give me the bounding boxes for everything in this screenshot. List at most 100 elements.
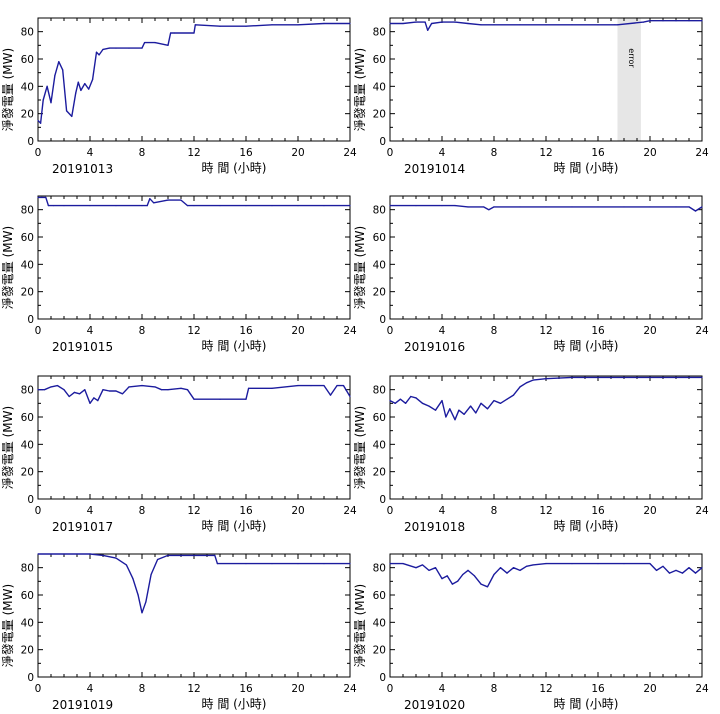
plot-frame xyxy=(389,553,703,678)
x-axis-title: 時 間 (小時) xyxy=(554,161,619,175)
y-tick-label: 80 xyxy=(373,563,386,575)
chart-panel-20191014: error 0 4 8 12 16 20 24 0 20 40 60 80 20191014 時 間 (小時… xyxy=(352,17,709,176)
series-line xyxy=(38,553,350,614)
y-tick-label: 80 xyxy=(21,385,34,397)
data-point xyxy=(141,47,143,49)
data-point xyxy=(92,78,94,81)
chart-panel-20191015: 0 4 8 12 16 20 24 0 20 40 60 80 20191015 時 間 (小時) 淨發電量… xyxy=(0,195,357,354)
y-tick-label: 0 xyxy=(27,314,34,326)
x-tick-label: 24 xyxy=(343,147,357,159)
plot-frame xyxy=(37,195,351,320)
data-point xyxy=(37,389,39,391)
x-tick-label: 12 xyxy=(539,147,552,159)
y-tick-label: 20 xyxy=(373,109,386,121)
data-point xyxy=(167,199,169,201)
data-point xyxy=(532,564,534,566)
data-point xyxy=(154,386,156,388)
data-point xyxy=(499,567,502,569)
data-point xyxy=(642,21,645,23)
x-tick-label: 12 xyxy=(187,505,200,517)
x-tick-label: 4 xyxy=(87,683,94,695)
data-point xyxy=(441,204,443,207)
data-point xyxy=(694,572,697,574)
data-point xyxy=(616,24,619,26)
y-tick-label: 60 xyxy=(21,232,34,244)
data-point xyxy=(37,553,39,555)
x-tick-label: 8 xyxy=(139,505,146,517)
data-point xyxy=(146,204,148,207)
data-point xyxy=(694,210,697,212)
data-point xyxy=(614,24,616,26)
data-point xyxy=(75,92,77,94)
date-label: 20191013 xyxy=(52,162,113,176)
data-point xyxy=(428,569,430,572)
data-point xyxy=(475,412,477,414)
series-line xyxy=(390,562,703,588)
data-point xyxy=(463,413,465,415)
y-tick-label: 40 xyxy=(21,259,34,271)
y-tick-label: 0 xyxy=(27,136,34,148)
data-point xyxy=(194,24,196,26)
x-tick-label: 0 xyxy=(387,147,394,159)
data-point xyxy=(532,379,534,381)
data-point xyxy=(132,578,134,580)
data-point xyxy=(623,562,625,565)
x-axis-title: 時 間 (小時) xyxy=(554,697,619,711)
data-point xyxy=(701,206,703,208)
data-point xyxy=(297,204,299,207)
y-axis-title: 淨發電量 (MW) xyxy=(0,406,15,489)
data-point xyxy=(512,394,515,396)
data-point xyxy=(115,390,117,392)
data-point xyxy=(323,22,325,25)
y-tick-label: 40 xyxy=(21,617,34,629)
y-tick-label: 80 xyxy=(373,385,386,397)
y-tick-label: 60 xyxy=(21,54,34,66)
y-tick-label: 40 xyxy=(373,81,386,93)
data-point xyxy=(84,389,86,391)
data-point xyxy=(405,402,407,404)
data-point xyxy=(428,405,430,407)
data-point xyxy=(58,61,60,63)
data-point xyxy=(62,69,64,71)
data-point xyxy=(248,387,250,389)
data-point xyxy=(216,562,218,565)
data-point xyxy=(68,395,70,398)
data-point xyxy=(389,562,391,565)
y-axis-title: 淨發電量 (MW) xyxy=(352,584,367,667)
y-tick-label: 40 xyxy=(21,439,34,451)
data-point xyxy=(245,398,247,400)
y-tick-label: 0 xyxy=(379,494,386,506)
date-label: 20191015 xyxy=(52,340,113,354)
y-tick-label: 60 xyxy=(373,412,386,424)
y-tick-label: 0 xyxy=(379,314,386,326)
data-point xyxy=(688,567,690,569)
data-point xyxy=(499,402,502,404)
data-point xyxy=(454,21,456,23)
data-point xyxy=(545,562,547,565)
y-tick-label: 0 xyxy=(379,136,386,148)
y-tick-label: 80 xyxy=(21,563,34,575)
data-point xyxy=(219,25,221,27)
data-point xyxy=(451,583,453,585)
x-tick-label: 8 xyxy=(491,147,498,159)
y-tick-label: 80 xyxy=(21,27,34,39)
x-tick-label: 16 xyxy=(591,147,605,159)
data-point xyxy=(424,21,426,23)
data-point xyxy=(571,24,573,26)
data-point xyxy=(493,400,495,402)
x-tick-label: 16 xyxy=(239,325,253,337)
data-point xyxy=(415,21,417,23)
data-point xyxy=(108,390,111,392)
data-point xyxy=(180,554,182,556)
data-point xyxy=(145,601,147,603)
data-point xyxy=(519,386,521,388)
x-tick-label: 8 xyxy=(139,325,146,337)
y-tick-label: 20 xyxy=(373,645,386,657)
data-point xyxy=(349,395,351,398)
data-point xyxy=(329,394,332,396)
x-tick-label: 16 xyxy=(591,683,605,695)
data-point xyxy=(93,397,95,399)
y-axis-title: 淨發電量 (MW) xyxy=(352,48,367,131)
data-point xyxy=(63,553,65,555)
